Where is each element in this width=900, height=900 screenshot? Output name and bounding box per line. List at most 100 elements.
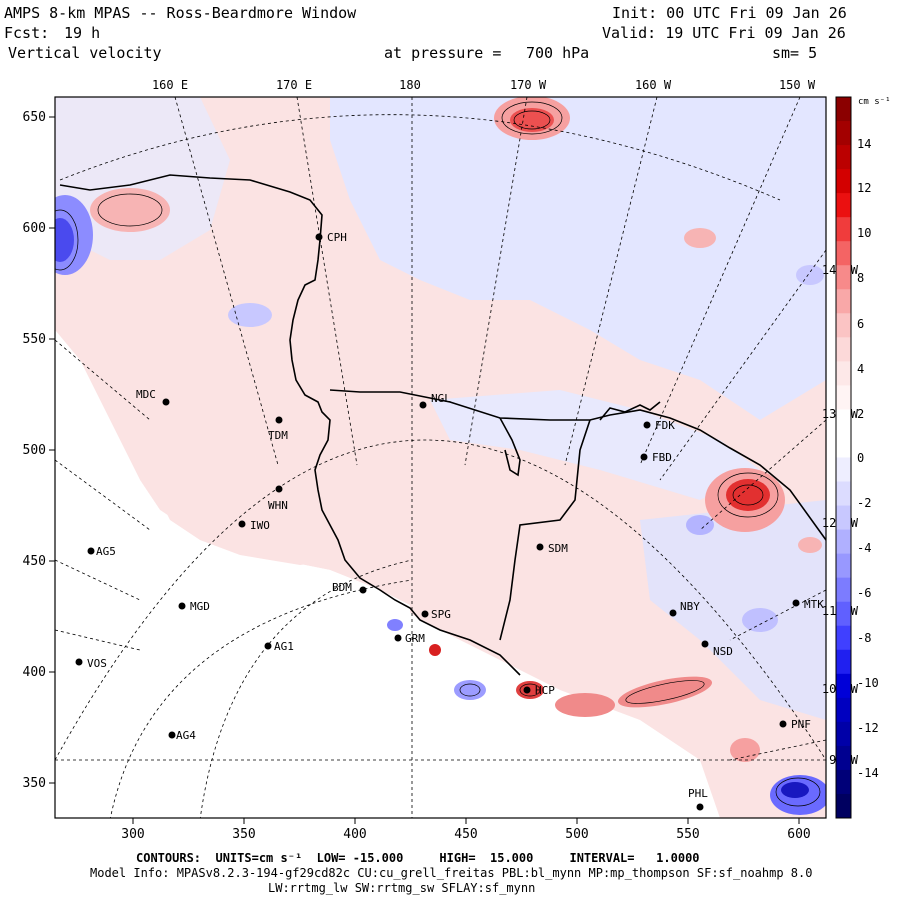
physics-info: LW:rrtmg_lw SW:rrtmg_sw SFLAY:sf_mynn: [268, 881, 536, 895]
station-label: PHL: [688, 787, 708, 800]
colorbar-swatch: [836, 601, 851, 627]
weak-descent-east: [640, 500, 826, 720]
colorbar-swatch: [836, 649, 851, 675]
lon-label-180: 180: [399, 78, 421, 92]
colorbar-swatch: [836, 625, 851, 651]
y-tick-400: 400: [23, 665, 46, 680]
station-dot: [536, 543, 544, 551]
colorbar-swatch: [836, 745, 851, 771]
station-label: WHN: [268, 499, 288, 512]
colorbar: [836, 97, 851, 819]
station-dot: [162, 398, 170, 406]
station-label: AG5: [96, 545, 116, 558]
lon-label-150w: 150 W: [779, 78, 816, 92]
coast-fringe: [160, 500, 340, 565]
station-dot: [238, 520, 246, 528]
plot-frame: [54, 96, 827, 819]
colorbar-swatch: [836, 721, 851, 747]
colorbar-swatch: [836, 193, 851, 218]
colorbar-swatch: [836, 313, 851, 338]
colorbar-label: -12: [857, 721, 879, 735]
colorbar-swatch: [836, 121, 851, 146]
y-tick-500: 500: [23, 443, 46, 458]
contour-lines: [55, 101, 821, 807]
station-dot: [75, 658, 83, 666]
station-label: TDM: [268, 429, 288, 442]
colorbar-units: cm s⁻¹: [858, 97, 891, 107]
station-label: VOS: [87, 657, 107, 670]
colorbar-swatch: [836, 577, 851, 603]
x-tick-600: 600: [787, 827, 810, 842]
valid-time: Valid: 19 UTC Fri 09 Jan 26: [602, 24, 846, 42]
colorbar-swatch: [836, 97, 851, 122]
init-time: Init: 00 UTC Fri 09 Jan 26: [612, 4, 847, 22]
station-label: IWO: [250, 519, 270, 532]
colorbar-swatch: [836, 433, 851, 458]
map-title: AMPS 8-km MPAS -- Ross-Beardmore Window: [4, 4, 357, 22]
lon-label-160w: 160 W: [635, 78, 672, 92]
colorbar-swatch: [836, 529, 851, 555]
colorbar-swatch: [836, 265, 851, 290]
pressure-label: at pressure =: [384, 44, 502, 62]
colorbar-label: -14: [857, 766, 879, 780]
x-tick-350: 350: [232, 827, 255, 842]
colorbar-label: 14: [857, 137, 871, 151]
weak-descent-central: [430, 390, 760, 500]
x-tick-500: 500: [565, 827, 588, 842]
colorbar-label: 8: [857, 271, 864, 285]
colorbar-swatch: [836, 169, 851, 194]
no-data-region: [55, 330, 410, 818]
station-label: MGD: [190, 600, 210, 613]
colorbar-swatch: [836, 481, 851, 507]
station-label: CPH: [327, 231, 347, 244]
station-dot: [643, 421, 651, 429]
station-dot: [701, 640, 709, 648]
station-label: FDK: [655, 419, 675, 432]
model-info: Model Info: MPASv8.2.3-194-gf29cd82c CU:…: [90, 866, 813, 880]
colorbar-label: -10: [857, 676, 879, 690]
colorbar-label: 12: [857, 181, 871, 195]
station-dot: [779, 720, 787, 728]
colorbar-swatch: [836, 361, 851, 386]
x-tick-400: 400: [343, 827, 366, 842]
colorbar-frame: [835, 96, 852, 819]
y-tick-650: 650: [23, 110, 46, 125]
station-dot: [640, 453, 648, 461]
colorbar-label: -6: [857, 586, 871, 600]
station-label: HCP: [535, 684, 555, 697]
colorbar-swatch: [836, 409, 851, 434]
lon-label-160e: 160 E: [152, 78, 188, 92]
station-dot: [421, 610, 429, 618]
y-tick-550: 550: [23, 332, 46, 347]
station-label: GRM: [405, 632, 425, 645]
forecast-label: Fcst:: [4, 24, 50, 42]
station-dot: [315, 233, 323, 241]
strong-ascent-cells: [90, 97, 822, 762]
station-dot: [359, 586, 367, 594]
station-label: AG1: [274, 640, 294, 653]
station-dot: [669, 609, 677, 617]
station-label: AG4: [176, 729, 196, 742]
smoothing-value: sm= 5: [772, 44, 818, 62]
station-label: SPG: [431, 608, 451, 621]
colorbar-swatch: [836, 217, 851, 242]
forecast-hour: 19 h: [64, 24, 101, 42]
colorbar-label: 6: [857, 317, 864, 331]
colorbar-label: 4: [857, 362, 864, 376]
station-dot: [87, 547, 95, 555]
station-dot: [792, 599, 800, 607]
colorbar-swatch: [836, 241, 851, 266]
y-tick-350: 350: [23, 776, 46, 791]
station-label: NSD: [713, 645, 733, 658]
colorbar-label: -2: [857, 496, 871, 510]
colorbar-label: 10: [857, 226, 871, 240]
station-label: SDM: [548, 542, 568, 555]
latlon-grid: [55, 97, 826, 818]
x-tick-300: 300: [121, 827, 144, 842]
colorbar-label: -8: [857, 631, 871, 645]
colorbar-swatch: [836, 505, 851, 531]
station-dot: [275, 485, 283, 493]
station-dot: [178, 602, 186, 610]
weak-descent-north: [330, 97, 826, 420]
